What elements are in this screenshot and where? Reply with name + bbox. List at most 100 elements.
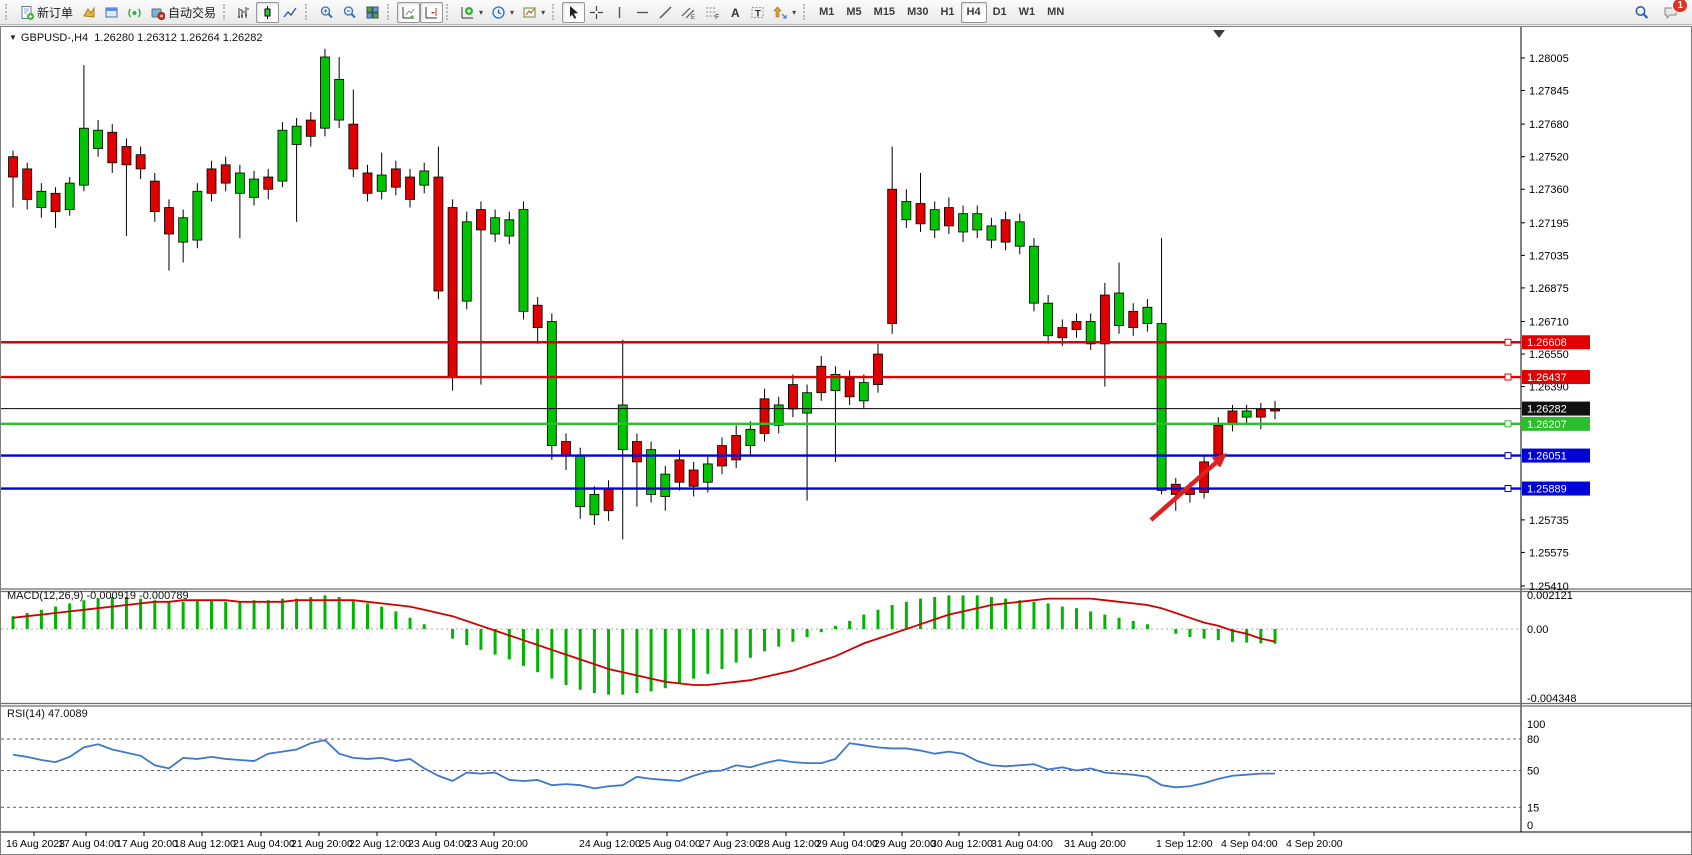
horizontal-line-1.25889-handle[interactable] <box>1504 485 1512 493</box>
line-chart-button[interactable] <box>279 2 302 23</box>
arrow-annotation[interactable] <box>1149 453 1227 522</box>
candle-body <box>334 78 345 121</box>
horizontal-line-1.26051-handle[interactable] <box>1504 452 1512 460</box>
candle-body <box>164 207 174 235</box>
chart-shift-button[interactable] <box>420 1 444 23</box>
terminal-window-button[interactable] <box>100 2 123 23</box>
candle-body <box>64 182 75 210</box>
symbol-dropdown-icon[interactable]: ▼ <box>9 33 17 42</box>
new-order-button[interactable]: 新订单 <box>15 2 77 23</box>
tile-windows-button[interactable] <box>361 2 384 23</box>
indicators-button[interactable]: ▾ <box>456 2 487 23</box>
svg-text:0.002121: 0.002121 <box>1527 590 1573 602</box>
candle-body <box>575 455 586 508</box>
dropdown-caret-icon[interactable]: ▾ <box>792 7 797 17</box>
text-label-button[interactable]: T <box>746 2 769 23</box>
chart-shift-marker[interactable] <box>1213 30 1225 38</box>
templates-button[interactable]: ▾ <box>518 2 549 23</box>
horizontal-line-1.26437-handle[interactable] <box>1504 373 1512 381</box>
candle-body <box>8 156 18 178</box>
toolbar-grip <box>305 4 312 20</box>
horizontal-line-button[interactable] <box>631 2 654 23</box>
toolbar-grip <box>446 4 453 20</box>
candle-body <box>1000 219 1011 243</box>
candle-body <box>532 304 543 328</box>
barchart-icon <box>238 6 250 18</box>
fibonacci-button[interactable]: F <box>700 2 723 23</box>
crosshair-icon <box>590 5 604 19</box>
dropdown-caret-icon[interactable]: ▾ <box>479 7 484 17</box>
svg-text:30 Aug 12:00: 30 Aug 12:00 <box>931 838 993 850</box>
svg-text:-0.004348: -0.004348 <box>1527 693 1577 705</box>
candle-body <box>1156 323 1167 491</box>
timeframe-m30-button[interactable]: M30 <box>907 6 929 18</box>
search-button[interactable] <box>1630 2 1653 23</box>
candle-body <box>405 176 415 200</box>
chart-canvas[interactable]: 1.28005 1.27845 1.27680 1.27520 1.27360 1.271… <box>1 27 1691 854</box>
svg-text:31 Aug 04:00: 31 Aug 04:00 <box>991 838 1053 850</box>
svg-text:16 Aug 2023: 16 Aug 2023 <box>6 838 65 850</box>
signal-icon <box>128 8 141 17</box>
price-scale[interactable]: 1.28005 1.27845 1.27680 1.27520 1.27360 1.271… <box>1521 53 1569 593</box>
svg-text:4 Sep 20:00: 4 Sep 20:00 <box>1286 838 1343 850</box>
zoom-out-button[interactable] <box>338 2 361 23</box>
chart-profiles-button[interactable] <box>77 2 100 23</box>
candle-body <box>433 176 444 292</box>
timeframe-h4-button[interactable]: H4 <box>960 1 987 23</box>
timeframe-m15-button[interactable]: M15 <box>873 6 896 18</box>
arrows-button[interactable]: ▾ <box>769 2 800 23</box>
textA-icon: A <box>731 6 740 20</box>
timeframe-m1-button[interactable]: M1 <box>819 6 835 18</box>
trendline-button[interactable] <box>654 2 677 23</box>
periods-button[interactable]: ▾ <box>487 2 518 23</box>
timeframe-h1-button[interactable]: H1 <box>940 6 955 18</box>
bar-chart-button[interactable] <box>233 2 256 23</box>
vertical-line-button[interactable] <box>608 2 631 23</box>
timeframe-w1-button[interactable]: W1 <box>1018 6 1036 18</box>
rsi-panel: 100 80 50 15 0 <box>1 719 1545 832</box>
horizontal-line-1.26051-label <box>1522 448 1590 463</box>
svg-text:A: A <box>731 6 740 20</box>
svg-text:18 Aug 12:00: 18 Aug 12:00 <box>174 838 236 850</box>
equidistant-channel-button[interactable]: E <box>677 2 700 23</box>
profile-icon <box>83 5 95 18</box>
svg-text:28 Aug 12:00: 28 Aug 12:00 <box>758 838 820 850</box>
candle-body <box>972 213 983 231</box>
cursor-icon <box>570 5 579 19</box>
horizontal-line-1.26608-handle[interactable] <box>1504 338 1512 346</box>
candle-body <box>546 321 557 447</box>
timeframe-d1-button[interactable]: D1 <box>992 6 1007 18</box>
timeframe-mn-button[interactable]: MN <box>1047 6 1065 18</box>
notifications-button[interactable]: 1 <box>1659 0 1688 23</box>
candle-body <box>702 463 713 483</box>
auto-scroll-button[interactable] <box>397 1 421 23</box>
cursor-button[interactable] <box>562 1 586 23</box>
dropdown-caret-icon[interactable]: ▾ <box>541 7 546 17</box>
horizontal-line-1.26207-handle[interactable] <box>1504 420 1512 428</box>
candle-icon <box>264 5 271 19</box>
candle-body <box>1213 424 1224 457</box>
text-button[interactable]: A <box>723 2 746 23</box>
zoom-in-button[interactable] <box>315 2 338 23</box>
horizontal-line-1.26207-label <box>1522 416 1590 431</box>
svg-text:4 Sep 04:00: 4 Sep 04:00 <box>1221 838 1278 850</box>
chart-window: 1.28005 1.27845 1.27680 1.27520 1.27360 1.271… <box>0 26 1692 855</box>
hline-icon <box>637 11 649 13</box>
candle-body <box>149 180 160 213</box>
candle-body <box>518 209 529 312</box>
candle-body <box>589 494 600 516</box>
timeframe-m5-button[interactable]: M5 <box>846 6 862 18</box>
candle-body <box>958 213 968 233</box>
dropdown-caret-icon[interactable]: ▾ <box>510 7 515 17</box>
candle-body <box>291 125 302 145</box>
svg-text:1.25575: 1.25575 <box>1529 547 1569 559</box>
candle-body <box>79 127 89 186</box>
crosshair-button[interactable] <box>585 2 608 23</box>
candle-body <box>603 487 614 512</box>
candlestick-chart-button[interactable] <box>256 1 280 23</box>
signals-button[interactable] <box>123 2 146 23</box>
candle-body <box>263 176 274 190</box>
auto-trading-button[interactable]: 自动交易 <box>146 2 220 23</box>
